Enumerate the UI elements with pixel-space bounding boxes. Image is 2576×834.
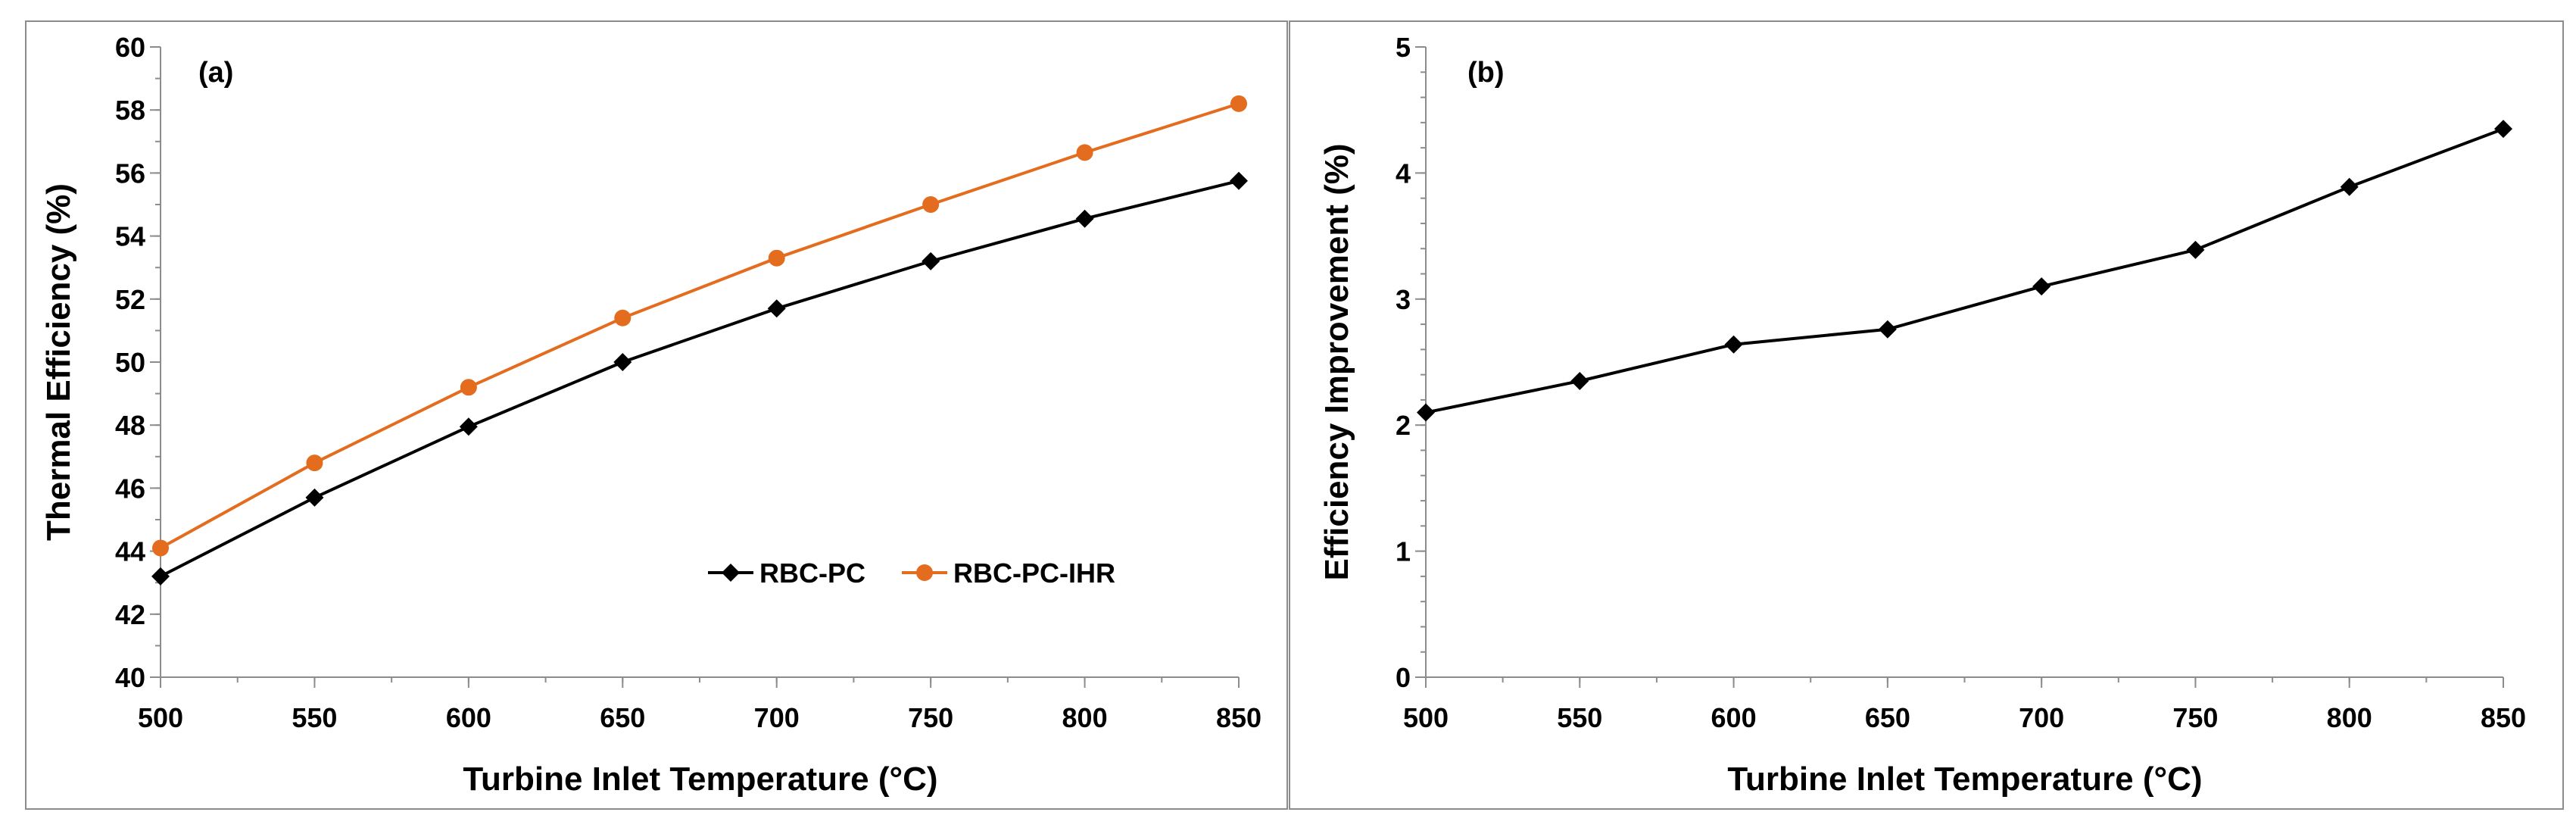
panel-a-x-tick-label: 800 [1062,702,1108,733]
panel-b-point-efficiency-improvement [1417,403,1435,422]
panel-a-y-tick-label: 40 [115,662,145,693]
panel-a-y-tick-label: 44 [115,536,145,567]
legend-item-rbc-pc: RBC-PC [708,558,865,589]
legend: RBC-PC RBC-PC-IHR [708,558,1115,589]
legend-label-rbc-pc: RBC-PC [759,558,865,589]
panel-a-point-rbc-pc [151,567,170,586]
panel-a-series-line-rbc-pc [160,179,1240,578]
panel-b-point-efficiency-improvement [2340,177,2359,196]
panel-a-point-rbc-pc-ihr [614,309,632,326]
panel-a-x-tick-label: 850 [1216,702,1261,733]
panel-a-point-rbc-pc-ihr [306,454,323,472]
chart-panel-a: (a) Turbine Inlet Temperature (°C) Therm… [25,20,1288,810]
panel-b-x-tick-label: 550 [1557,702,1602,733]
panel-b-x-tick-label: 750 [2172,702,2218,733]
panel-b-point-efficiency-improvement [2494,120,2512,139]
panel-a-point-rbc-pc [922,251,940,270]
panel-a-series-line-rbc-pc-ihr [160,102,1240,550]
panel-b-x-tick-label: 600 [1711,702,1757,733]
panel-a-point-rbc-pc [767,299,786,318]
panel-a-point-rbc-pc-ihr [768,249,785,267]
panel-a-label: (a) [198,57,233,89]
panel-b-y-tick-label: 3 [1396,284,1411,315]
panel-a-point-rbc-pc [1230,171,1248,190]
panel-a-y-tick-label: 50 [115,347,145,378]
panel-a-point-rbc-pc-ihr [922,196,940,213]
panel-a-x-axis-label: Turbine Inlet Temperature (°C) [463,761,937,798]
panel-b-series-line-efficiency-improvement [1425,127,2504,414]
panel-a-x-tick-label: 600 [446,702,491,733]
panel-a-y-tick-label: 58 [115,95,145,126]
legend-marker-rbc-pc-ihr [916,564,933,581]
panel-b-y-axis-label: Efficiency Improvement (%) [1318,143,1355,580]
panel-b-x-tick-label: 500 [1403,702,1449,733]
panel-b-y-tick-label: 2 [1396,410,1411,441]
panel-a-y-tick-label: 52 [115,284,145,315]
panel-b-label: (b) [1467,57,1505,89]
panel-a-y-tick-label: 48 [115,410,145,441]
panel-b-series [1417,120,2512,422]
panel-b-point-efficiency-improvement [1878,320,1897,339]
panel-b-x-axis-label: Turbine Inlet Temperature (°C) [1727,761,2202,798]
panel-a-y-axis-label: Thermal Efficiency (%) [40,183,77,541]
panel-b-x-tick-label: 650 [1865,702,1910,733]
panel-a-x-tick-label: 750 [908,702,953,733]
panel-a-series [151,95,1248,586]
panel-a-y-tick-label: 60 [115,32,145,63]
panel-b-point-efficiency-improvement [2186,240,2205,259]
panel-b-x-tick-label: 850 [2481,702,2526,733]
panel-a-y-tick-label: 46 [115,473,145,504]
panel-a-x-tick-label: 700 [754,702,800,733]
panel-a-y-tick-label: 54 [115,221,145,252]
legend-label-rbc-pc-ihr: RBC-PC-IHR [953,558,1115,589]
panel-a-axes: 40 42 44 46 48 50 52 54 56 58 60 500 550 600 650 700 750… [115,32,1261,733]
panel-b-point-efficiency-improvement [1570,371,1589,390]
panel-a-point-rbc-pc [459,417,478,436]
panel-a-point-rbc-pc [1075,209,1094,228]
panel-a-point-rbc-pc-ihr [152,539,169,557]
panel-a-frame [25,20,1288,810]
panel-a-point-rbc-pc-ihr [460,379,477,396]
panel-b-axes: 0 1 2 3 4 5 500 550 600 650 700 750 800 850 [1396,32,2526,733]
panel-a-x-tick-label: 550 [292,702,337,733]
legend-marker-rbc-pc [722,564,740,582]
panel-a-point-rbc-pc [613,353,632,371]
panel-b-y-tick-label: 0 [1396,662,1411,693]
panel-a-y-tick-label: 56 [115,158,145,189]
panel-b-x-tick-label: 700 [2019,702,2064,733]
panel-b-point-efficiency-improvement [1724,335,1743,354]
panel-a-x-tick-label: 500 [138,702,183,733]
panel-a-x-tick-label: 650 [600,702,645,733]
panel-a-y-tick-label: 42 [115,599,145,630]
panel-b-point-efficiency-improvement [2032,277,2051,296]
panel-a-point-rbc-pc [305,488,324,507]
panel-b-x-tick-label: 800 [2327,702,2372,733]
panel-b-y-tick-label: 1 [1396,536,1411,567]
panel-b-y-tick-label: 4 [1396,158,1411,189]
legend-item-rbc-pc-ihr: RBC-PC-IHR [902,558,1115,589]
panel-a-point-rbc-pc-ihr [1230,95,1247,112]
panel-a-point-rbc-pc-ihr [1076,144,1093,161]
panel-b-y-tick-label: 5 [1396,32,1411,63]
panel-b-frame [1289,20,2564,810]
chart-panel-b: (b) Turbine Inlet Temperature (°C) Effic… [1289,20,2564,810]
